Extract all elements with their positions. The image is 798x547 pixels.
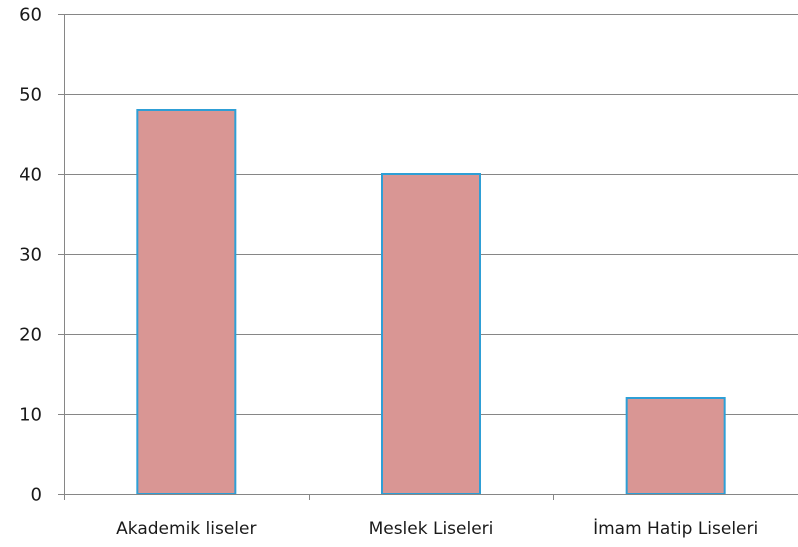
category-label: Meslek Liseleri [369,519,494,539]
y-tick-label: 30 [19,245,42,266]
category-label: İmam Hatip Liseleri [593,518,758,539]
bar-2 [625,397,726,495]
axes [58,14,798,500]
y-tick-label: 20 [19,325,42,346]
y-tick-label: 0 [31,485,42,506]
y-tick-label: 40 [19,165,42,186]
y-tick-label: 60 [19,5,42,26]
y-tick-label: 50 [19,85,42,106]
y-axis-tick-labels: 0 10 20 30 40 50 60 [19,5,42,506]
y-tick-label: 10 [19,405,42,426]
bars [136,109,726,495]
bar-0 [136,109,237,495]
bar-1 [381,173,481,495]
category-label: Akademik liseler [116,519,256,539]
x-axis-category-labels: Akademik liseler Meslek Liseleri İmam Hati… [116,518,758,539]
